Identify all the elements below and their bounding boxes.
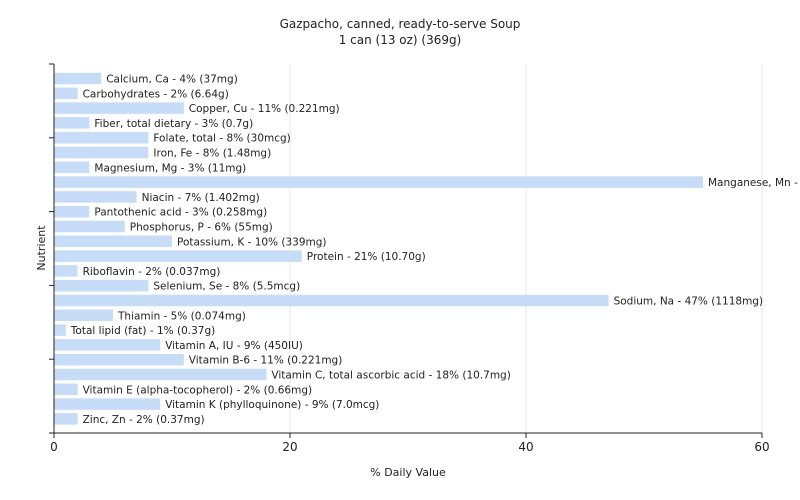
bar xyxy=(54,235,172,248)
bar-label: Fiber, total dietary - 3% (0.7g) xyxy=(94,118,253,130)
bar xyxy=(54,146,149,159)
bar xyxy=(54,161,90,174)
bar xyxy=(54,383,78,396)
bar-label: Calcium, Ca - 4% (37mg) xyxy=(106,74,238,86)
chart-subtitle: 1 can (13 oz) (369g) xyxy=(338,33,462,47)
bar xyxy=(54,176,703,188)
bar xyxy=(54,265,78,277)
bar-label: Folate, total - 8% (30mcg) xyxy=(153,133,290,145)
bar-label: Copper, Cu - 11% (0.221mg) xyxy=(189,103,340,115)
bar xyxy=(54,131,149,144)
bar-label: Manganese, Mn - 55% (1.107mg) xyxy=(708,177,800,189)
x-tick-label: 60 xyxy=(754,440,769,454)
bar xyxy=(54,368,267,381)
bar xyxy=(54,250,302,262)
x-tick-label: 20 xyxy=(282,440,297,454)
bar-label: Sodium, Na - 47% (1118mg) xyxy=(614,296,763,308)
chart-title-block: Gazpacho, canned, ready-to-serve Soup 1 … xyxy=(0,16,800,48)
bar xyxy=(54,72,102,85)
bar-label: Selenium, Se - 8% (5.5mcg) xyxy=(153,281,300,293)
bar-label: Magnesium, Mg - 3% (11mg) xyxy=(94,162,246,174)
bar xyxy=(54,339,161,351)
bar-label: Vitamin K (phylloquinone) - 9% (7.0mcg) xyxy=(165,399,379,411)
bar xyxy=(54,191,137,203)
bar-label: Riboflavin - 2% (0.037mg) xyxy=(83,266,221,278)
bars: Calcium, Ca - 4% (37mg) Carbohydrates - 2… xyxy=(54,72,800,426)
bar xyxy=(54,220,125,233)
bar xyxy=(54,87,78,100)
bar-label: Carbohydrates - 2% (6.64g) xyxy=(83,88,229,100)
y-axis-label: Nutrient xyxy=(35,225,48,271)
bar-label: Vitamin E (alpha-tocopherol) - 2% (0.66m… xyxy=(83,384,313,396)
bar-label: Vitamin B-6 - 11% (0.221mg) xyxy=(189,355,343,367)
bar xyxy=(54,279,149,292)
bar xyxy=(54,294,609,307)
bar xyxy=(54,353,184,366)
bar xyxy=(54,398,161,410)
bar xyxy=(54,413,78,425)
bar-label: Phosphorus, P - 6% (55mg) xyxy=(130,222,273,234)
x-axis-label: % Daily Value xyxy=(370,466,446,479)
bar-label: Vitamin C, total ascorbic acid - 18% (10… xyxy=(271,370,510,382)
axes: 0 20 40 60 xyxy=(49,63,770,454)
bar xyxy=(54,117,90,129)
bar-label: Pantothenic acid - 3% (0.258mg) xyxy=(94,207,267,219)
bar xyxy=(54,324,66,336)
chart-title: Gazpacho, canned, ready-to-serve Soup xyxy=(279,17,521,31)
bar-label: Zinc, Zn - 2% (0.37mg) xyxy=(83,414,205,426)
bar xyxy=(54,205,90,218)
bar-label: Niacin - 7% (1.402mg) xyxy=(142,192,260,204)
grid-lines xyxy=(289,64,763,433)
bar xyxy=(54,102,184,114)
bar-label: Protein - 21% (10.70g) xyxy=(307,251,426,263)
bar-label: Thiamin - 5% (0.074mg) xyxy=(117,310,246,322)
x-tick-label: 0 xyxy=(50,440,58,454)
bar-label: Vitamin A, IU - 9% (450IU) xyxy=(165,340,303,352)
bar xyxy=(54,309,113,322)
bar-label: Total lipid (fat) - 1% (0.37g) xyxy=(70,325,215,337)
bar-label: Potassium, K - 10% (339mg) xyxy=(177,236,327,248)
x-tick-label: 40 xyxy=(518,440,533,454)
bar-label: Iron, Fe - 8% (1.48mg) xyxy=(153,148,271,160)
